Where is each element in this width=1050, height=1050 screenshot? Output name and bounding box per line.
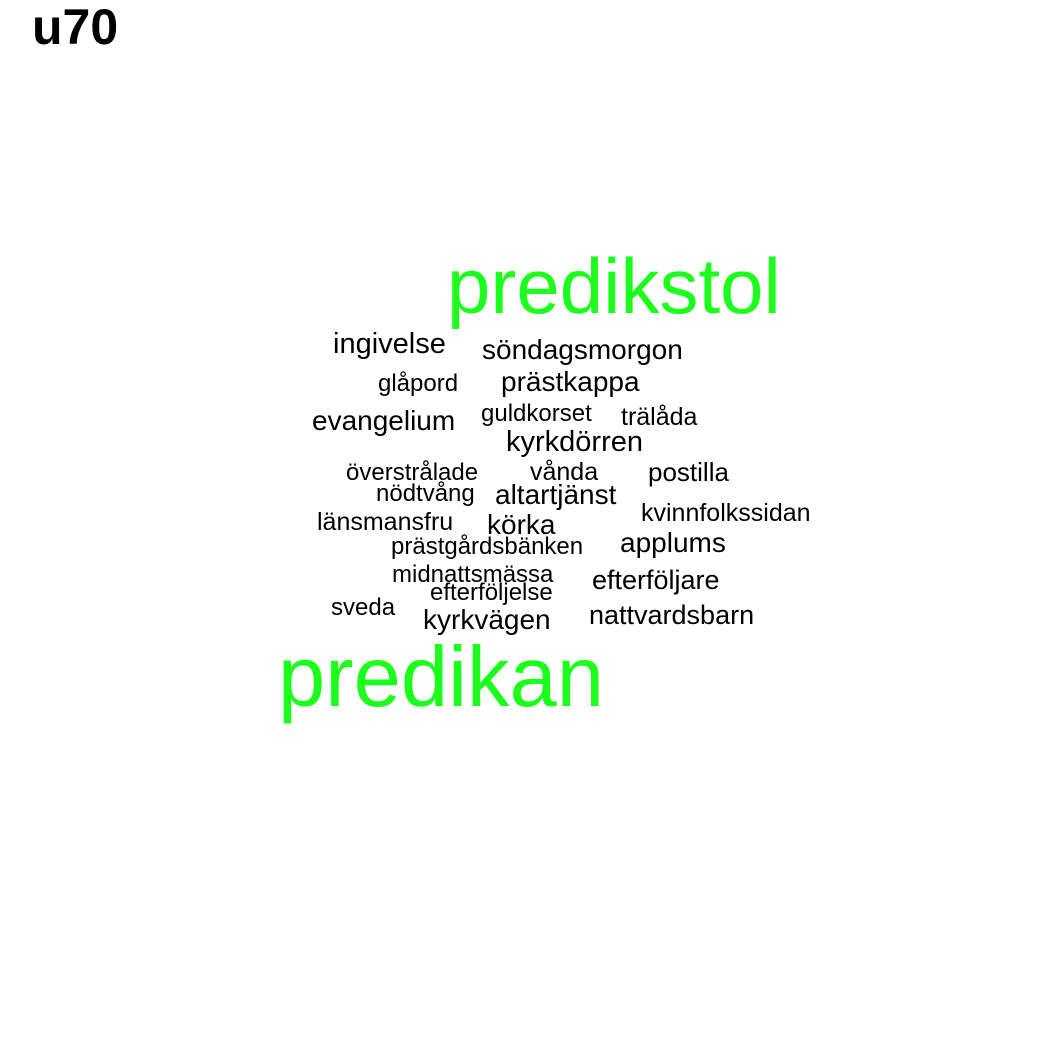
word-guldkorset: guldkorset [481, 400, 592, 427]
word-kyrkdorren: kyrkdörren [506, 426, 643, 458]
word-prastgardsbanken: prästgårdsbänken [391, 533, 584, 560]
word-postilla: postilla [648, 457, 729, 487]
word-sondagsmorgon: söndagsmorgon [482, 334, 683, 365]
word-kyrkvagen: kyrkvägen [423, 604, 551, 635]
word-lansmansfru: länsmansfru [317, 508, 454, 536]
word-predikan: predikan [278, 630, 605, 725]
word-evangelium: evangelium [312, 405, 456, 436]
word-kvinnfolkssidan: kvinnfolkssidan [641, 499, 811, 527]
word-overstralade: överstrålade [346, 459, 479, 486]
word-glapord: glåpord [378, 370, 459, 397]
word-korka: körka [487, 509, 556, 540]
word-nodtvang: nödtvång [376, 480, 475, 507]
word-sveda: sveda [331, 594, 396, 621]
word-applums: applums [620, 527, 726, 558]
plot-title: u70 [32, 0, 119, 55]
word-altartjanst: altartjänst [495, 479, 617, 510]
word-ingivelse: ingivelse [333, 328, 446, 360]
word-predikstol: predikstol [447, 242, 781, 330]
word-efterfoljare: efterföljare [592, 565, 720, 595]
word-midnattsmassa: midnattsmässa [392, 561, 554, 588]
word-nattvardsbarn: nattvardsbarn [589, 600, 755, 630]
word-vanda: vånda [530, 458, 599, 486]
word-tralada: trälåda [621, 403, 698, 431]
word-efterfoljelse: efterföljelse [430, 579, 553, 606]
word-prastkappa: prästkappa [501, 366, 640, 397]
